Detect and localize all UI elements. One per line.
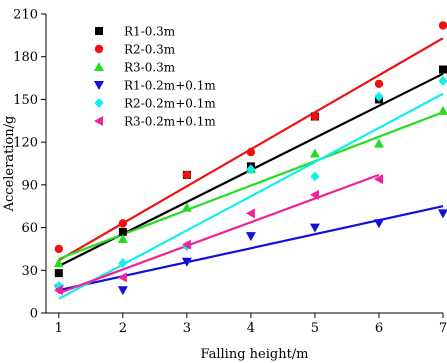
legend-label: R1-0.3m — [124, 25, 176, 39]
data-points — [53, 21, 447, 296]
legend-label: R2-0.2m+0.1m — [124, 97, 216, 111]
data-point — [246, 164, 256, 175]
legend-marker — [94, 44, 104, 54]
data-point — [117, 233, 128, 243]
data-point — [182, 170, 192, 180]
data-point — [117, 272, 127, 283]
data-point — [310, 171, 320, 182]
data-point — [438, 75, 447, 86]
data-point — [118, 219, 128, 228]
data-point — [310, 112, 320, 121]
y-tick-label: 60 — [21, 221, 38, 236]
data-point — [53, 285, 63, 296]
data-point — [309, 148, 320, 158]
data-point — [374, 79, 384, 88]
legend-label: R3-0.2m+0.1m — [124, 115, 216, 129]
y-axis-label: Acceleration/g — [2, 116, 17, 213]
data-point — [54, 244, 64, 254]
y-tick-label: 90 — [21, 178, 38, 193]
data-point — [117, 286, 128, 296]
data-point — [181, 202, 192, 212]
legend-label: R2-0.3m — [124, 43, 176, 57]
legend-marker — [94, 81, 104, 90]
legend-marker — [95, 27, 103, 35]
fit-line-r3-0-2m-0-1m — [58, 173, 380, 295]
data-point — [53, 258, 64, 268]
data-point — [181, 239, 191, 250]
legend-label: R1-0.2m+0.1m — [124, 79, 216, 93]
legend-marker — [94, 116, 103, 126]
fit-line-r1-0-2m-0-1m — [58, 205, 444, 292]
x-tick-label: 6 — [375, 321, 383, 336]
data-point — [246, 147, 256, 157]
data-point — [373, 174, 383, 185]
x-tick-label: 4 — [247, 321, 255, 336]
data-point — [373, 219, 384, 229]
x-tick-label: 3 — [183, 321, 191, 336]
data-point — [309, 223, 320, 233]
data-point — [54, 269, 63, 278]
data-point — [438, 209, 447, 219]
tick-labels: 0 30 60 90 120 150 180 210 1 2 3 4 5 6 7 — [13, 8, 447, 337]
x-tick-label: 7 — [439, 321, 447, 336]
legend-marker — [94, 62, 104, 71]
data-point — [118, 258, 128, 269]
data-point — [245, 208, 255, 219]
data-point — [245, 232, 256, 242]
data-point — [373, 138, 384, 148]
x-axis-label: Falling height/m — [200, 347, 308, 362]
x-tick-label: 2 — [119, 321, 127, 336]
data-point — [438, 21, 447, 30]
axes — [41, 13, 444, 318]
data-point — [438, 105, 447, 115]
y-tick-label: 180 — [13, 50, 38, 65]
y-tick-label: 120 — [13, 136, 38, 151]
x-tick-label: 5 — [311, 321, 319, 336]
data-point — [439, 65, 447, 74]
fit-line-r2-0-2m-0-1m — [58, 92, 444, 300]
y-tick-label: 150 — [13, 93, 38, 108]
data-point — [374, 91, 384, 102]
data-point — [309, 189, 319, 200]
legend: R1-0.3m R2-0.3m R3-0.3m R1-0.2m+0.1m R2-0.2m… — [94, 25, 216, 129]
y-tick-label: 210 — [13, 8, 38, 23]
data-point — [118, 227, 127, 236]
x-tick-label: 1 — [55, 321, 63, 336]
legend-label: R3-0.3m — [124, 61, 176, 75]
y-tick-label: 0 — [30, 307, 38, 322]
legend-marker — [94, 98, 104, 108]
data-point — [181, 257, 192, 267]
y-tick-label: 30 — [21, 264, 38, 279]
